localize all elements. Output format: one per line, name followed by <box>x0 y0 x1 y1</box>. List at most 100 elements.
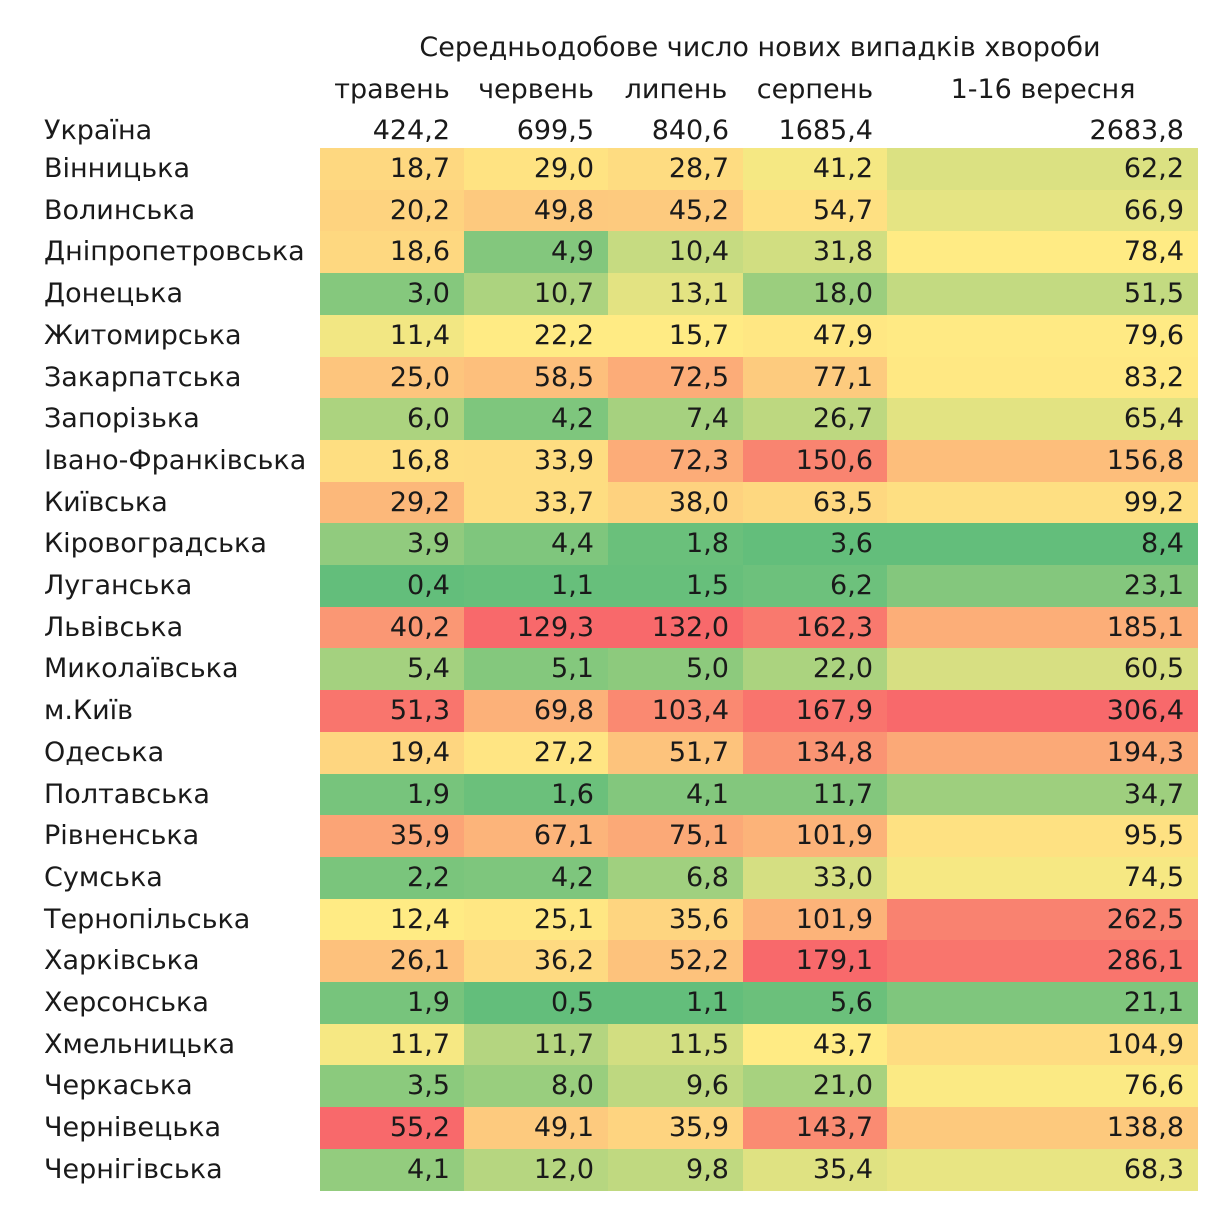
heatmap-cell: 77,1 <box>743 357 887 398</box>
heatmap-cell: 33,0 <box>743 857 887 899</box>
heatmap-cell: 9,6 <box>608 1065 743 1107</box>
column-header: липень <box>624 74 728 105</box>
national-value: 424,2 <box>372 115 450 146</box>
heatmap-cell: 28,7 <box>608 148 743 190</box>
region-label: Івано-Франківська <box>44 445 307 476</box>
heatmap-cell: 10,7 <box>464 273 608 315</box>
heatmap-cell: 68,3 <box>887 1149 1198 1191</box>
heatmap-cell: 63,5 <box>743 482 887 523</box>
heatmap-cell: 3,5 <box>320 1065 464 1107</box>
heatmap-cell: 45,2 <box>608 190 743 231</box>
heatmap-cell: 5,4 <box>320 648 464 690</box>
heatmap-cell: 60,5 <box>887 648 1198 690</box>
region-label: Тернопільська <box>44 904 251 935</box>
column-header: червень <box>478 74 594 105</box>
heatmap-cell: 11,4 <box>320 315 464 357</box>
heatmap-cell: 23,1 <box>887 565 1198 607</box>
heatmap-cell: 36,2 <box>464 940 608 982</box>
heatmap-cell: 99,2 <box>887 482 1198 523</box>
region-label: Чернівецька <box>44 1112 222 1143</box>
heatmap-cell: 55,2 <box>320 1107 464 1149</box>
heatmap-cell: 101,9 <box>743 899 887 940</box>
heatmap-cell: 16,8 <box>320 440 464 482</box>
region-label: Закарпатська <box>44 362 242 393</box>
heatmap-cell: 83,2 <box>887 357 1198 398</box>
region-label: Чернігівська <box>44 1154 223 1185</box>
region-label: Волинська <box>44 195 196 226</box>
heatmap-cell: 1,5 <box>608 565 743 607</box>
heatmap-cell: 38,0 <box>608 482 743 523</box>
region-label: Запорізька <box>44 403 200 434</box>
heatmap-cell: 69,8 <box>464 690 608 732</box>
region-label: Донецька <box>44 278 184 309</box>
heatmap-cell: 25,0 <box>320 357 464 398</box>
region-label: Полтавська <box>44 779 210 810</box>
heatmap-cell: 67,1 <box>464 815 608 857</box>
heatmap-cell: 129,3 <box>464 607 608 648</box>
heatmap-cell: 49,8 <box>464 190 608 231</box>
heatmap-cell: 1,9 <box>320 982 464 1024</box>
heatmap-cell: 65,4 <box>887 398 1198 440</box>
heatmap-cell: 1,1 <box>464 565 608 607</box>
heatmap-cell: 1,9 <box>320 774 464 815</box>
heatmap-cell: 262,5 <box>887 899 1198 940</box>
region-label: Миколаївська <box>44 653 239 684</box>
region-label: Дніпропетровська <box>44 236 305 267</box>
heatmap-cell: 26,1 <box>320 940 464 982</box>
heatmap-cell: 1,8 <box>608 523 743 565</box>
heatmap-cell: 5,0 <box>608 648 743 690</box>
heatmap-cell: 31,8 <box>743 231 887 273</box>
heatmap-cell: 74,5 <box>887 857 1198 899</box>
heatmap-cell: 156,8 <box>887 440 1198 482</box>
heatmap-cell: 33,9 <box>464 440 608 482</box>
heatmap-cell: 9,8 <box>608 1149 743 1191</box>
heatmap-cell: 4,1 <box>320 1149 464 1191</box>
heatmap-cell: 51,3 <box>320 690 464 732</box>
heatmap-cell: 185,1 <box>887 607 1198 648</box>
heatmap-cell: 66,9 <box>887 190 1198 231</box>
heatmap-cell: 4,2 <box>464 398 608 440</box>
region-label: м.Київ <box>44 695 134 726</box>
heatmap-cell: 6,0 <box>320 398 464 440</box>
heatmap-cell: 167,9 <box>743 690 887 732</box>
heatmap-cell: 11,7 <box>464 1024 608 1065</box>
heatmap-cell: 34,7 <box>887 774 1198 815</box>
heatmap-cell: 29,0 <box>464 148 608 190</box>
region-label: Рівненська <box>44 820 200 851</box>
region-label: Херсонська <box>44 987 209 1018</box>
heatmap-cell: 0,4 <box>320 565 464 607</box>
heatmap-cell: 4,2 <box>464 857 608 899</box>
heatmap-cell: 58,5 <box>464 357 608 398</box>
heatmap-cell: 19,4 <box>320 732 464 774</box>
heatmap-cell: 5,6 <box>743 982 887 1024</box>
region-label: Львівська <box>44 612 184 643</box>
region-label: Житомирська <box>44 320 242 351</box>
heatmap-cell: 35,9 <box>608 1107 743 1149</box>
national-value: 840,6 <box>651 115 729 146</box>
column-header: травень <box>334 74 450 105</box>
heatmap-cell: 7,4 <box>608 398 743 440</box>
region-label: Вінницька <box>44 153 191 184</box>
heatmap-cell: 54,7 <box>743 190 887 231</box>
heatmap-cell: 194,3 <box>887 732 1198 774</box>
region-label: Одеська <box>44 737 165 768</box>
heatmap-cell: 79,6 <box>887 315 1198 357</box>
heatmap-cell: 162,3 <box>743 607 887 648</box>
heatmap-cell: 6,8 <box>608 857 743 899</box>
heatmap-cell: 18,0 <box>743 273 887 315</box>
heatmap-cell: 103,4 <box>608 690 743 732</box>
national-value: 2683,8 <box>1089 115 1184 146</box>
heatmap-cell: 132,0 <box>608 607 743 648</box>
region-label: Сумська <box>44 862 163 893</box>
heatmap-cell: 33,7 <box>464 482 608 523</box>
heatmap-cell: 35,9 <box>320 815 464 857</box>
heatmap-cell: 51,5 <box>887 273 1198 315</box>
heatmap-cell: 35,4 <box>743 1149 887 1191</box>
heatmap-cell: 12,0 <box>464 1149 608 1191</box>
heatmap-cell: 104,9 <box>887 1024 1198 1065</box>
heatmap-cell: 4,9 <box>464 231 608 273</box>
heatmap-cell: 18,6 <box>320 231 464 273</box>
heatmap-cell: 40,2 <box>320 607 464 648</box>
heatmap-cell: 150,6 <box>743 440 887 482</box>
heatmap-cell: 1,1 <box>608 982 743 1024</box>
